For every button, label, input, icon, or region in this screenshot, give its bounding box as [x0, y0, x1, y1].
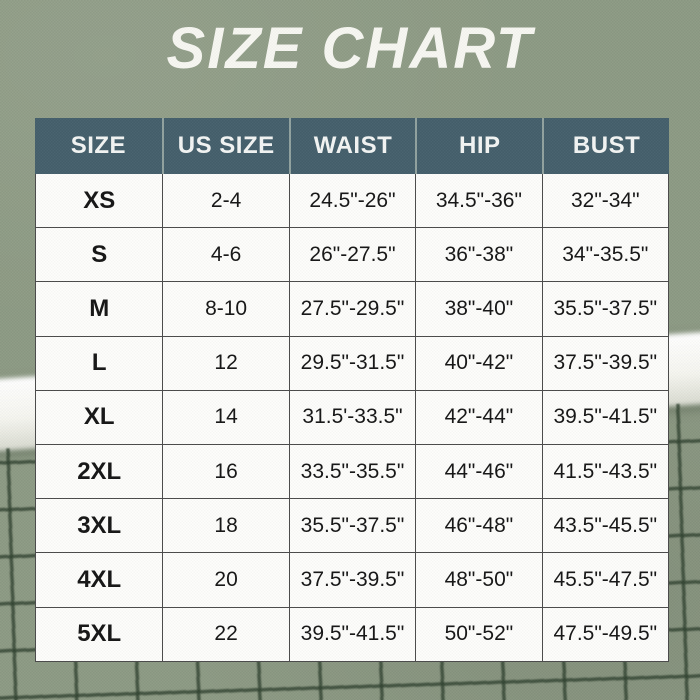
cell-size: XL [83, 403, 115, 431]
table-row: 2XL 16 33.5"-35.5" 44"-46" 41.5"-43.5" [36, 443, 668, 499]
cell-waist: 26"-27.5" [288, 228, 415, 282]
cell-hip: 36"-38" [415, 228, 541, 282]
table-row: 5XL 22 39.5"-41.5" 50"-52" 47.5"-49.5" [36, 606, 668, 661]
cell-hip: 50"-52" [415, 607, 541, 661]
cell-waist: 39.5"-41.5" [288, 607, 415, 661]
size-table: SIZE US SIZE WAIST HIP BUST XS 2-4 24.5"-26" 34… [35, 118, 669, 662]
cell-bust: 32"-34" [541, 174, 668, 228]
cell-us-size: 14 [162, 390, 288, 444]
table-row: M 8-10 27.5"-29.5" 38"-40" 35.5"-37.5" [36, 281, 668, 336]
cell-waist: 35.5"-37.5" [288, 499, 415, 553]
cell-us-size: 20 [162, 553, 288, 607]
cell-waist: 29.5"-31.5" [288, 336, 415, 390]
cell-waist: 24.5"-26" [288, 174, 415, 228]
cell-size: S [91, 240, 108, 268]
cell-us-size: 2-4 [162, 174, 288, 228]
cell-bust: 47.5"-49.5" [541, 607, 668, 661]
column-header-size: SIZE [70, 132, 127, 159]
column-header-us-size: US SIZE [161, 118, 289, 174]
column-header-hip: HIP [415, 118, 542, 174]
page-title: SIZE CHART [166, 16, 534, 81]
cell-hip: 34.5"-36" [415, 174, 541, 228]
table-row: XS 2-4 24.5"-26" 34.5"-36" 32"-34" [36, 174, 668, 228]
table-row: 4XL 20 37.5"-39.5" 48"-50" 45.5"-47.5" [36, 552, 668, 607]
cell-waist: 27.5"-29.5" [288, 282, 415, 336]
cell-size: XS [83, 186, 116, 214]
cell-bust: 45.5"-47.5" [541, 553, 668, 607]
cell-hip: 40"-42" [415, 336, 541, 390]
cell-us-size: 16 [162, 444, 288, 499]
cell-hip: 44"-46" [415, 444, 541, 499]
cell-bust: 34"-35.5" [541, 228, 668, 282]
cell-size: 5XL [77, 620, 122, 648]
table-body: XS 2-4 24.5"-26" 34.5"-36" 32"-34" S 4-6 26"-27… [35, 174, 669, 662]
cell-waist: 31.5'-33.5" [288, 390, 415, 444]
cell-hip: 38"-40" [415, 282, 541, 336]
cell-size: 4XL [77, 565, 122, 593]
cell-size: M [89, 294, 110, 322]
cell-waist: 33.5"-35.5" [288, 444, 415, 499]
cell-us-size: 4-6 [162, 228, 288, 282]
cell-size: 3XL [77, 511, 122, 539]
cell-bust: 39.5"-41.5" [541, 390, 668, 444]
cell-hip: 46"-48" [415, 499, 541, 553]
table-row: L 12 29.5"-31.5" 40"-42" 37.5"-39.5" [36, 335, 668, 390]
column-header-bust: BUST [542, 118, 669, 174]
cell-hip: 48"-50" [415, 553, 541, 607]
table-row: XL 14 31.5'-33.5" 42"-44" 39.5"-41.5" [36, 389, 668, 444]
cell-bust: 35.5"-37.5" [541, 282, 668, 336]
cell-us-size: 12 [162, 336, 288, 390]
cell-hip: 42"-44" [415, 390, 541, 444]
cell-bust: 37.5"-39.5" [541, 336, 668, 390]
cell-waist: 37.5"-39.5" [288, 553, 415, 607]
cell-size: 2XL [77, 457, 122, 485]
table-header: SIZE US SIZE WAIST HIP BUST [35, 118, 669, 174]
cell-bust: 41.5"-43.5" [541, 444, 668, 499]
table-row: S 4-6 26"-27.5" 36"-38" 34"-35.5" [36, 227, 668, 282]
cell-us-size: 8-10 [162, 282, 288, 336]
cell-size: L [91, 349, 107, 377]
cell-us-size: 22 [162, 607, 288, 661]
cell-us-size: 18 [162, 499, 288, 553]
cell-bust: 43.5"-45.5" [541, 499, 668, 553]
column-header-waist: WAIST [288, 118, 416, 174]
table-row: 3XL 18 35.5"-37.5" 46"-48" 43.5"-45.5" [36, 498, 668, 553]
